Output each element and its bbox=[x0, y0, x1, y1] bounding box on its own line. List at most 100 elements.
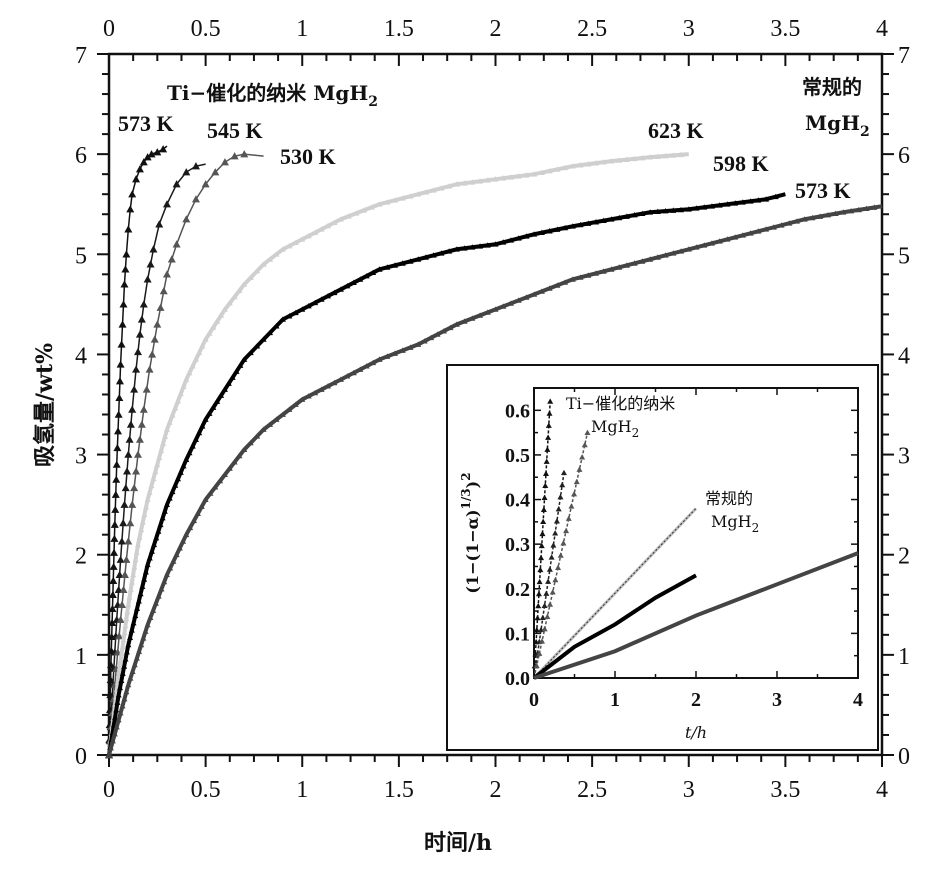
data-point bbox=[422, 254, 429, 260]
data-point bbox=[145, 365, 154, 373]
data-point bbox=[226, 465, 233, 471]
data-point bbox=[325, 293, 332, 299]
data-point bbox=[127, 634, 134, 640]
data-point bbox=[212, 484, 219, 490]
data-point bbox=[144, 561, 151, 568]
data-point bbox=[647, 154, 654, 160]
data-point bbox=[344, 282, 351, 289]
data-point bbox=[183, 456, 190, 462]
y-tick-label-left: 7 bbox=[75, 43, 87, 69]
inset-data-point bbox=[557, 552, 564, 558]
data-point bbox=[192, 356, 199, 362]
data-point bbox=[260, 336, 267, 342]
data-point bbox=[118, 677, 125, 684]
inset-data-point bbox=[546, 410, 553, 416]
inset-data-point bbox=[536, 578, 543, 585]
data-point bbox=[515, 235, 522, 241]
data-point bbox=[108, 604, 117, 612]
data-point bbox=[515, 297, 522, 303]
inset-x-tick-label: 3 bbox=[772, 689, 782, 711]
data-point bbox=[577, 221, 584, 228]
y-axis-title: 吸氢量/wt% bbox=[32, 343, 58, 467]
data-point bbox=[110, 534, 119, 542]
data-point bbox=[191, 195, 200, 203]
y-tick-label-right: 1 bbox=[898, 644, 910, 670]
inset-data-point bbox=[541, 602, 548, 608]
data-point bbox=[500, 175, 507, 181]
inset-data-point bbox=[563, 527, 570, 534]
data-point bbox=[670, 207, 677, 213]
data-point bbox=[135, 435, 144, 443]
data-point bbox=[654, 208, 661, 215]
data-point bbox=[111, 730, 118, 737]
data-point bbox=[809, 214, 816, 221]
data-point bbox=[112, 460, 121, 468]
data-point bbox=[670, 152, 677, 158]
data-point bbox=[157, 521, 164, 528]
data-point bbox=[407, 193, 414, 199]
data-point bbox=[747, 198, 754, 204]
data-point bbox=[438, 250, 445, 256]
data-point bbox=[116, 360, 125, 368]
data-point bbox=[732, 234, 739, 240]
data-point bbox=[273, 323, 280, 329]
data-point bbox=[106, 752, 112, 758]
y-tick-label-left: 4 bbox=[75, 343, 87, 369]
data-point bbox=[247, 274, 254, 281]
data-point bbox=[119, 519, 128, 527]
data-point bbox=[631, 212, 638, 218]
data-point bbox=[477, 243, 484, 249]
x-axis-title: 时间/h bbox=[424, 830, 492, 856]
data-point bbox=[305, 232, 312, 239]
x-tick-label-bottom: 0 bbox=[103, 777, 115, 803]
data-point bbox=[772, 193, 779, 200]
data-point bbox=[312, 299, 319, 306]
data-point bbox=[350, 369, 357, 376]
data-point bbox=[279, 246, 286, 252]
data-point bbox=[716, 202, 723, 208]
data-point bbox=[554, 282, 561, 288]
data-point bbox=[180, 463, 187, 469]
data-point bbox=[384, 264, 391, 270]
inset-series-group bbox=[531, 398, 859, 680]
inset-y-tick-label: 0.2 bbox=[505, 579, 530, 601]
data-point bbox=[128, 579, 135, 585]
inset-data-point bbox=[565, 515, 572, 521]
x-tick-label-bottom: 2.5 bbox=[577, 777, 607, 803]
data-point bbox=[469, 315, 476, 321]
data-point bbox=[312, 389, 319, 396]
data-point bbox=[678, 151, 685, 158]
data-point bbox=[123, 648, 130, 655]
data-point bbox=[128, 190, 137, 198]
series-conventional-598-k bbox=[106, 192, 786, 758]
y-tick-label-left: 0 bbox=[75, 744, 87, 770]
data-point bbox=[500, 303, 507, 309]
inset-data-point bbox=[541, 494, 548, 500]
data-point bbox=[260, 261, 267, 267]
data-point bbox=[128, 627, 135, 633]
data-point bbox=[166, 419, 173, 425]
data-point bbox=[654, 254, 661, 260]
data-point bbox=[438, 185, 445, 191]
data-point bbox=[832, 210, 839, 217]
data-point bbox=[363, 272, 370, 279]
data-point bbox=[131, 661, 138, 668]
data-point bbox=[357, 276, 364, 282]
inset-series-ti-nano-545-k bbox=[532, 469, 567, 679]
data-point bbox=[135, 165, 144, 173]
data-point bbox=[739, 232, 746, 238]
inset-data-point bbox=[544, 446, 551, 452]
data-point bbox=[376, 266, 383, 272]
data-point bbox=[121, 265, 130, 273]
data-point bbox=[678, 248, 685, 254]
inset-data-point bbox=[542, 482, 549, 488]
data-point bbox=[120, 500, 129, 508]
data-point bbox=[747, 230, 754, 236]
x-tick-label-bottom: 4 bbox=[876, 777, 888, 803]
label-nano-573k: 573 K bbox=[118, 111, 174, 136]
data-point bbox=[430, 252, 437, 258]
data-point bbox=[191, 162, 200, 170]
inset-data-point bbox=[571, 490, 578, 497]
label-conv-598k: 598 K bbox=[713, 151, 769, 176]
